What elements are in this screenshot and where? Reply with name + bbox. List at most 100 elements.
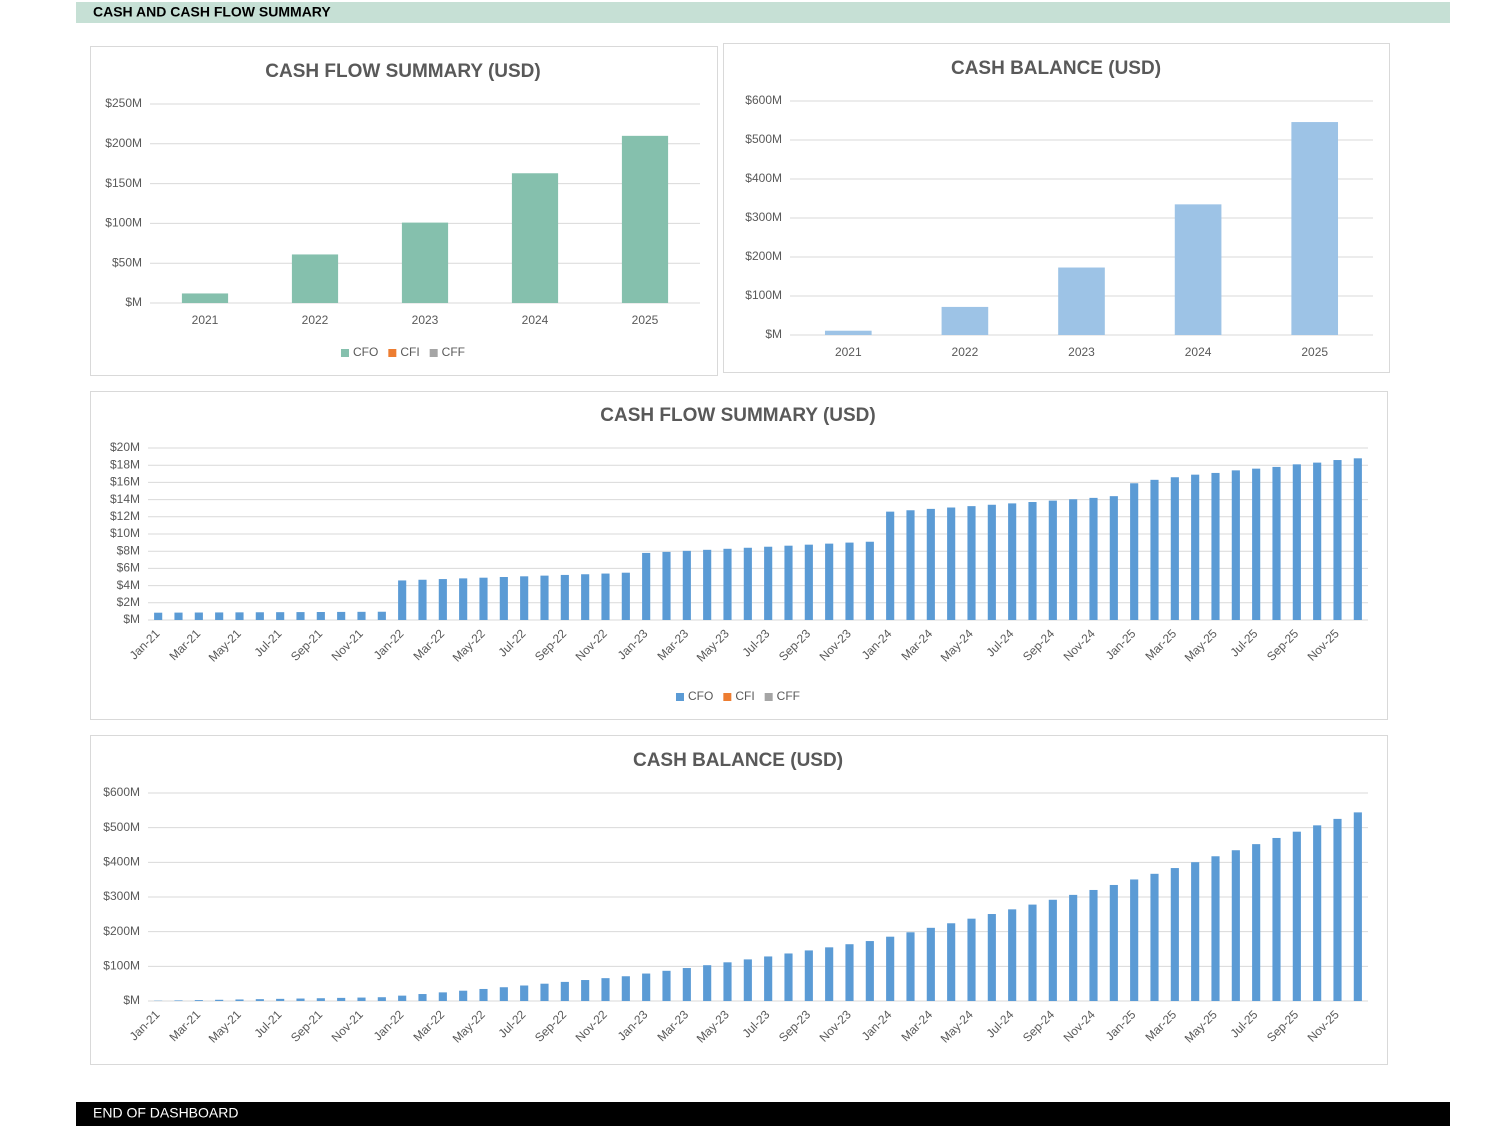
y-tick-label: $100M	[103, 959, 140, 973]
bar	[784, 953, 793, 1001]
bar	[357, 997, 366, 1001]
chart-title: CASH FLOW SUMMARY (USD)	[265, 61, 540, 82]
bar	[601, 573, 610, 620]
x-tick-label: 2021	[835, 345, 862, 359]
bar	[511, 173, 559, 303]
bar	[941, 306, 989, 335]
legend-swatch	[675, 693, 684, 701]
y-tick-label: $10M	[110, 526, 140, 540]
x-tick-label: 2023	[412, 313, 439, 327]
header-title: CASH AND CASH FLOW SUMMARY	[93, 4, 331, 20]
legend-swatch	[388, 349, 397, 357]
bar	[398, 580, 407, 620]
legend-label: CFI	[400, 345, 419, 359]
x-tick-label: 2023	[1068, 345, 1095, 359]
bar	[825, 543, 834, 620]
bar	[1008, 909, 1017, 1001]
bar	[1291, 122, 1339, 335]
bar	[1353, 458, 1362, 620]
bar	[947, 507, 956, 620]
y-tick-label: $4M	[117, 578, 140, 592]
y-tick-label: $M	[123, 993, 140, 1007]
bar	[459, 578, 468, 620]
bar	[1089, 497, 1098, 620]
bar	[621, 572, 630, 620]
bar	[743, 959, 752, 1001]
bar	[499, 987, 508, 1001]
chart-frame	[723, 43, 1390, 373]
y-tick-label: $18M	[110, 457, 140, 471]
x-tick-label: 2021	[192, 313, 219, 327]
bar	[215, 999, 224, 1001]
bar	[1191, 474, 1200, 620]
bar	[825, 947, 834, 1001]
bar	[1211, 472, 1220, 620]
bar	[560, 574, 569, 620]
y-tick-label: $14M	[110, 492, 140, 506]
y-tick-label: $20M	[110, 440, 140, 454]
y-tick-label: $150M	[105, 176, 142, 190]
bar	[581, 980, 590, 1001]
bar	[540, 983, 549, 1001]
bar	[1231, 470, 1240, 620]
bar	[357, 611, 366, 620]
bar	[886, 936, 895, 1001]
y-tick-label: $200M	[745, 249, 782, 263]
y-tick-label: $500M	[103, 820, 140, 834]
bar	[1272, 466, 1281, 620]
bar	[1252, 468, 1261, 620]
bar	[987, 504, 996, 620]
y-tick-label: $200M	[105, 136, 142, 150]
bar	[865, 541, 874, 620]
y-tick-label: $6M	[117, 561, 140, 575]
bar	[1109, 496, 1118, 620]
legend-swatch	[429, 349, 438, 357]
bar	[215, 612, 224, 620]
bar	[947, 923, 956, 1001]
bar	[906, 932, 915, 1001]
bar	[804, 950, 813, 1001]
bar	[1048, 500, 1057, 620]
bar	[520, 985, 529, 1001]
bar	[764, 546, 773, 620]
bar	[499, 577, 508, 620]
bar	[1170, 868, 1179, 1001]
bar	[1109, 884, 1118, 1001]
bar	[1130, 879, 1139, 1001]
y-tick-label: $50M	[112, 255, 142, 269]
bar	[865, 941, 874, 1001]
bar	[235, 612, 244, 620]
bar	[174, 1000, 183, 1001]
legend-label: CFF	[442, 345, 465, 359]
bar	[1174, 204, 1222, 335]
y-tick-label: $M	[765, 327, 782, 341]
x-tick-label: 2025	[1301, 345, 1328, 359]
y-tick-label: $600M	[745, 93, 782, 107]
bar	[601, 978, 610, 1001]
y-tick-label: $500M	[745, 132, 782, 146]
legend-swatch	[340, 349, 349, 357]
x-tick-label: 2022	[952, 345, 979, 359]
bar	[845, 944, 854, 1001]
y-tick-label: $16M	[110, 475, 140, 489]
legend-label: CFI	[735, 689, 754, 703]
bar	[703, 549, 712, 620]
legend-label: CFF	[777, 689, 800, 703]
bar	[520, 576, 529, 620]
bar	[438, 579, 447, 620]
y-tick-label: $300M	[745, 210, 782, 224]
bar	[967, 506, 976, 620]
bar	[1191, 862, 1200, 1001]
legend-swatch	[723, 693, 732, 701]
bar	[1231, 850, 1240, 1001]
y-tick-label: $12M	[110, 509, 140, 523]
legend-label: CFO	[688, 689, 713, 703]
bar	[337, 611, 346, 620]
bar	[682, 550, 691, 620]
y-tick-label: $M	[125, 295, 142, 309]
bar	[418, 994, 427, 1001]
bar	[1130, 483, 1139, 620]
bar	[703, 965, 712, 1001]
bar	[764, 956, 773, 1001]
